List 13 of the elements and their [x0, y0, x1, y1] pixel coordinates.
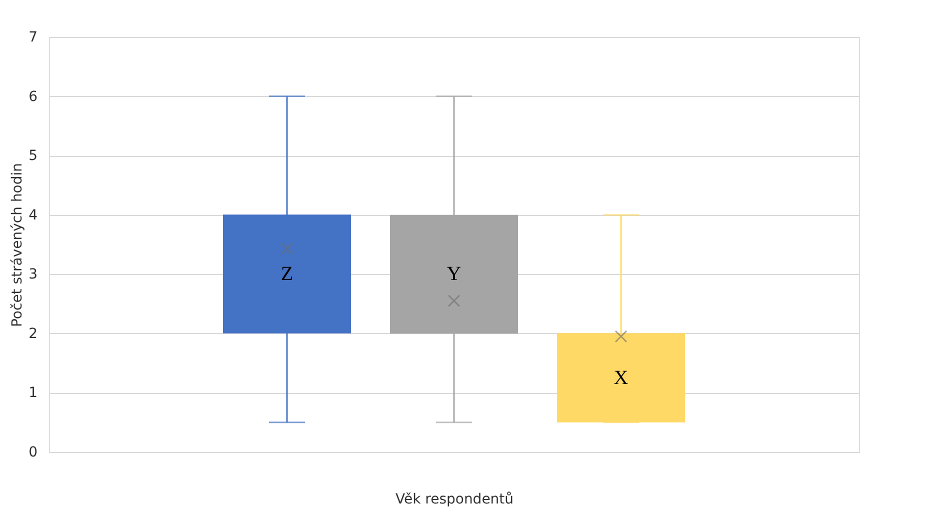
y-tick-label: 4	[28, 207, 38, 224]
y-tick-label: 6	[28, 88, 38, 105]
series-label: Z	[280, 263, 294, 286]
x-axis-title: Věk respondentů	[395, 492, 514, 508]
y-tick-label: 5	[28, 148, 38, 164]
y-axis-title: Počet strávených hodin	[10, 162, 26, 328]
y-tick-label: 3	[28, 266, 38, 283]
y-tick-label: 7	[28, 30, 38, 46]
series-label: X	[614, 366, 629, 389]
series-label: Y	[446, 263, 462, 286]
y-tick-label: 2	[28, 326, 38, 342]
y-tick-label: 1	[28, 385, 38, 402]
y-tick-label: 0	[28, 444, 38, 460]
